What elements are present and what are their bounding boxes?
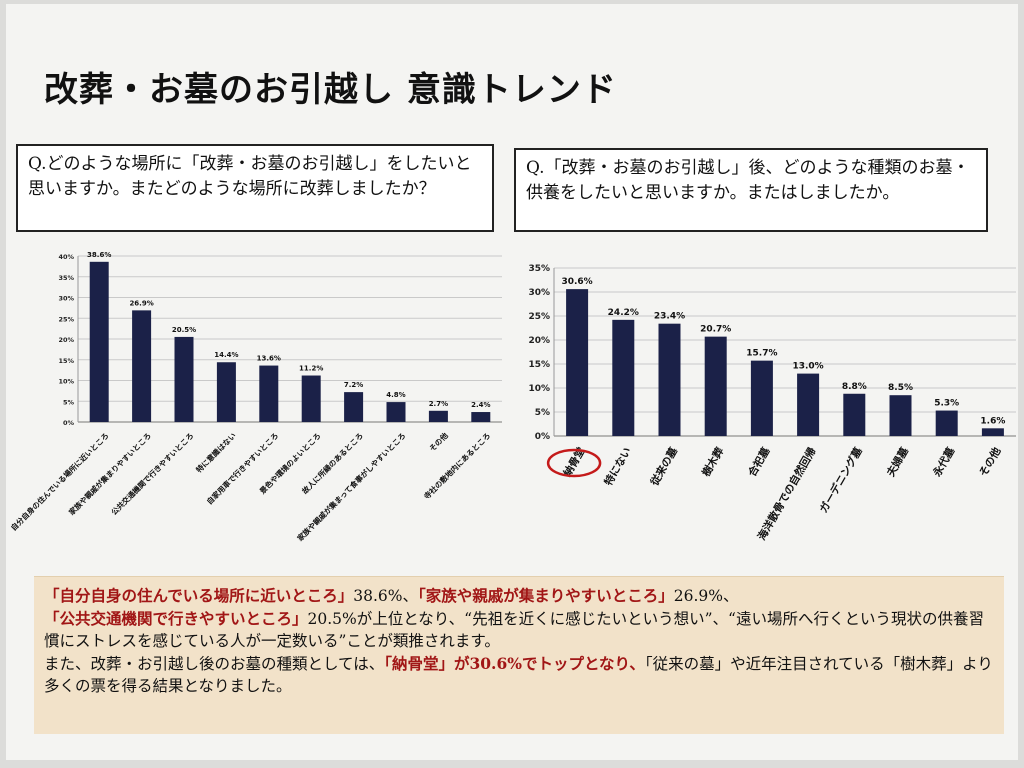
y-tick-label: 10%: [58, 378, 74, 386]
category-label: 公共交通機関で行きやすいところ: [109, 430, 196, 517]
question-right: Q.「改葬・お墓のお引越し」後、どのような種類のお墓・供養をしたいと思いますか。…: [514, 148, 988, 232]
bar: [981, 428, 1004, 436]
summary-text-3: 20.5%が上位となり、“先祖を近くに感じたいという想い”、“遠い場所へ行くとい…: [44, 609, 984, 651]
y-tick-label: 30%: [528, 288, 550, 298]
y-tick-label: 20%: [58, 336, 74, 344]
bar: [935, 410, 958, 436]
y-tick-label: 20%: [528, 336, 550, 346]
y-tick-label: 5%: [535, 408, 550, 418]
summary-text-2: 26.9%、: [673, 587, 739, 605]
y-tick-label: 0%: [535, 432, 550, 442]
summary-highlight-2: 「家族や親戚が集まりやすいところ」: [417, 586, 674, 605]
bar: [301, 375, 321, 422]
category-label: 特にない: [602, 445, 634, 488]
bar: [471, 412, 491, 422]
data-label: 14.4%: [214, 351, 238, 359]
summary-highlight-4: 「納骨堂」が30.6%でトップとなり、: [384, 653, 645, 673]
data-label: 15.7%: [746, 349, 777, 359]
data-label: 38.6%: [87, 251, 111, 259]
y-tick-label: 0%: [63, 419, 75, 427]
question-left: Q.どのような場所に「改葬・お墓のお引越し」をしたいと思いますか。またどのような…: [16, 144, 494, 232]
data-label: 11.2%: [299, 365, 323, 373]
summary-box: 「自分自身の住んでいる場所に近いところ」38.6%、「家族や親戚が集まりやすいと…: [34, 576, 1004, 734]
bar: [843, 393, 866, 436]
category-label: 樹木葬: [699, 445, 726, 479]
bar: [344, 392, 364, 422]
data-label: 30.6%: [561, 277, 592, 287]
category-label: 従来の墓: [647, 445, 680, 489]
summary-text-4: また、改葬・お引越し後のお墓の種類としては、: [44, 654, 385, 673]
y-tick-label: 25%: [58, 315, 74, 323]
highlight-circle: [546, 448, 602, 478]
y-tick-label: 30%: [58, 295, 74, 303]
category-label: その他: [976, 445, 1003, 479]
data-label: 2.7%: [429, 400, 448, 408]
chart-grave-type: 0%5%10%15%20%25%30%35%30.6%納骨堂24.2%特にない2…: [528, 264, 1016, 542]
slide: 改葬・お墓のお引越し 意識トレンド Q.どのような場所に「改葬・お墓のお引越し」…: [6, 4, 1018, 760]
bar: [259, 365, 279, 422]
summary-text-1: 38.6%、: [353, 587, 418, 605]
bar: [889, 395, 912, 436]
data-label: 8.8%: [842, 382, 867, 392]
data-label: 7.2%: [344, 381, 363, 389]
data-label: 1.6%: [980, 416, 1005, 426]
category-label: 夫婦墓: [884, 445, 911, 479]
summary-highlight-1: 「自分自身の住んでいる場所に近いところ」: [44, 586, 354, 605]
bar: [428, 410, 448, 422]
data-label: 2.4%: [471, 401, 490, 409]
bar: [132, 310, 152, 422]
category-label: 永代墓: [930, 445, 958, 480]
chart-location: 0%5%10%15%20%25%30%35%40% 38.6%自分自身の住んでいる…: [8, 251, 502, 543]
bar: [797, 373, 820, 436]
bar: [89, 261, 109, 422]
y-tick-label: 15%: [58, 357, 74, 365]
bar: [216, 362, 236, 422]
data-label: 8.5%: [888, 383, 913, 393]
slide-title: 改葬・お墓のお引越し 意識トレンド: [44, 70, 617, 110]
category-label: 合祀墓: [745, 445, 773, 480]
data-label: 24.2%: [608, 308, 639, 318]
bar: [566, 289, 589, 436]
bar: [658, 323, 681, 436]
bar: [704, 336, 727, 436]
y-tick-label: 5%: [63, 398, 75, 406]
category-label: 特に意識はない: [194, 430, 239, 475]
y-tick-label: 10%: [528, 384, 550, 394]
data-label: 4.8%: [386, 391, 405, 399]
y-tick-label: 35%: [528, 264, 550, 274]
data-label: 5.3%: [934, 399, 959, 409]
y-tick-label: 15%: [528, 360, 550, 370]
summary-highlight-3: 「公共交通機関で行きやすいところ」: [44, 608, 308, 628]
y-tick-label: 35%: [58, 274, 74, 282]
category-label: その他: [427, 430, 450, 453]
bar: [174, 336, 194, 422]
data-label: 13.6%: [257, 355, 281, 363]
data-label: 23.4%: [654, 312, 685, 322]
category-label: 自家用車で行きやすいところ: [204, 430, 280, 506]
data-label: 26.9%: [129, 299, 153, 307]
data-label: 20.5%: [172, 326, 196, 334]
bar: [750, 360, 773, 436]
category-label: ガーデニング墓: [817, 445, 865, 516]
y-tick-label: 25%: [528, 312, 550, 322]
summary-text-5: 「従来の墓」や近年注目されている「樹木葬」より多くの票を得る結果となりました。: [44, 654, 993, 696]
data-label: 20.7%: [700, 325, 731, 335]
category-label: 家族や親戚が集まりやすいところ: [66, 430, 153, 517]
bar: [612, 319, 635, 436]
bar: [386, 402, 406, 422]
data-label: 13.0%: [792, 362, 823, 372]
y-tick-label: 40%: [58, 253, 74, 261]
category-label: 寺社の敷地内にあるところ: [422, 430, 493, 501]
